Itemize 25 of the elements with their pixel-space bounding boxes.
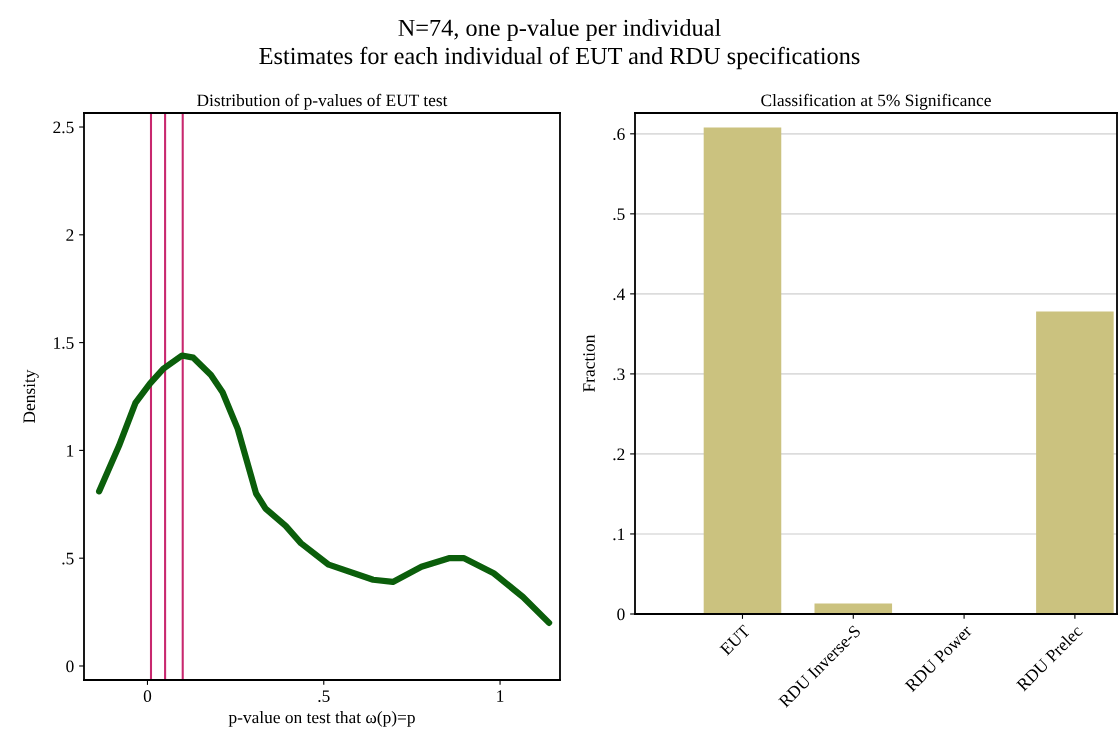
text: Estimates for each individual of EUT and RDU specifications [259,46,860,70]
y-tick-label: .2 [613,448,625,461]
chart-title: Classification at 5% Significance [761,93,991,110]
y-axis-title: Density [23,369,39,424]
y-tick-label: .1 [613,528,625,541]
y-tick-label: .3 [613,368,625,381]
bar [1036,311,1114,614]
chart-title: Distribution of p-values of EUT test [197,93,448,110]
y-tick-label: 0 [66,660,74,673]
y-axis-title: Fraction [583,334,595,392]
y-tick-label: .5 [62,552,74,565]
y-tick-label: .4 [613,288,626,301]
bar [703,127,782,614]
y-tick-label: 1.5 [54,337,74,349]
y-tick-label: 2 [66,229,74,241]
y-tick-label: 0 [617,608,625,621]
y-tick-label: .6 [613,128,625,141]
text: N=74, one p-value per individual [398,18,721,42]
x-tick-label: 0 [143,690,152,702]
y-tick-label: 2.5 [53,121,74,134]
x-tick-label: 1 [497,690,504,702]
x-axis-title: p-value on test that ω(p)=p [228,711,415,727]
y-tick-label: .5 [613,208,625,221]
x-tick-label: .5 [318,690,330,703]
y-tick-label: 1 [67,444,74,457]
